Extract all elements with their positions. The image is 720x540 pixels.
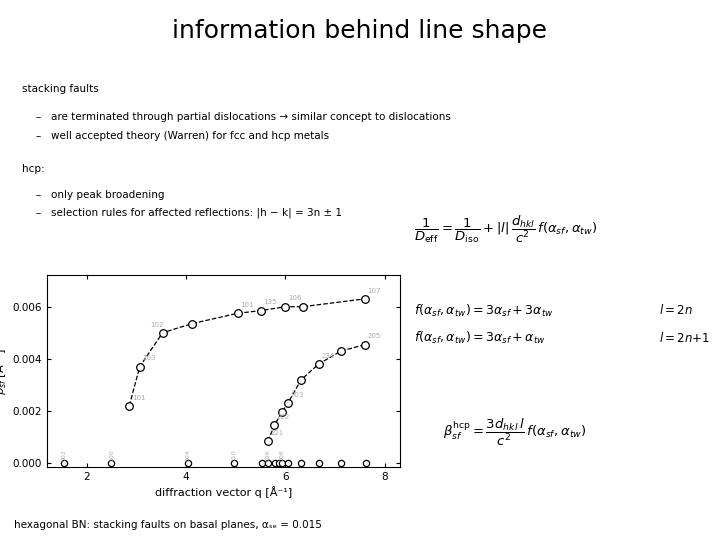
- Text: 107: 107: [367, 288, 381, 294]
- Text: $f(\alpha_{sf},\alpha_{tw}) = 3\alpha_{sf} + 3\alpha_{tw}$: $f(\alpha_{sf},\alpha_{tw}) = 3\alpha_{s…: [414, 302, 554, 319]
- Text: 026: 026: [266, 449, 271, 461]
- Text: 101: 101: [240, 302, 254, 308]
- Text: 101: 101: [132, 395, 145, 401]
- Text: 203: 203: [290, 392, 304, 398]
- Text: hcp:: hcp:: [22, 164, 44, 174]
- Y-axis label: $\rho_{sf}$ [Å$^{-1}$]: $\rho_{sf}$ [Å$^{-1}$]: [0, 348, 9, 395]
- Text: 004: 004: [186, 449, 191, 461]
- X-axis label: diffraction vector q [Å⁻¹]: diffraction vector q [Å⁻¹]: [155, 486, 292, 498]
- Text: –   selection rules for affected reflections: |h − k| = 3n ± 1: – selection rules for affected reflectio…: [36, 208, 342, 218]
- Text: 102: 102: [150, 321, 163, 328]
- Text: –   well accepted theory (Warren) for fcc and hcp metals: – well accepted theory (Warren) for fcc …: [36, 131, 329, 141]
- Text: 202: 202: [277, 414, 290, 420]
- Text: information behind line shape: information behind line shape: [173, 19, 547, 43]
- Text: $\dfrac{1}{D_{\rm eff}} = \dfrac{1}{D_{\rm iso}} + |l|\,\dfrac{d_{hkl}}{c^2}\,f(: $\dfrac{1}{D_{\rm eff}} = \dfrac{1}{D_{\…: [414, 214, 598, 245]
- Text: $\beta_{sf}^{\rm hcp} = \dfrac{3d_{hkl}\,l}{c^2}\,f(\alpha_{sf},\alpha_{tw})$: $\beta_{sf}^{\rm hcp} = \dfrac{3d_{hkl}\…: [443, 416, 587, 448]
- Text: $l = 2n{+}1$: $l = 2n{+}1$: [659, 330, 710, 345]
- Text: $l = 2n$: $l = 2n$: [659, 303, 693, 318]
- Text: 106: 106: [288, 295, 301, 301]
- Text: 135: 135: [264, 299, 276, 306]
- Text: hexagonal BN: stacking faults on basal planes, αₛₑ = 0.015: hexagonal BN: stacking faults on basal p…: [14, 520, 323, 530]
- Text: –   only peak broadening: – only peak broadening: [36, 190, 164, 200]
- Text: 221: 221: [271, 430, 284, 436]
- Text: 110: 110: [231, 449, 236, 461]
- Text: 008: 008: [280, 449, 285, 461]
- Text: 234: 234: [321, 353, 334, 359]
- Text: $f(\alpha_{sf},\alpha_{tw}) = 3\alpha_{sf} + \alpha_{tw}$: $f(\alpha_{sf},\alpha_{tw}) = 3\alpha_{s…: [414, 329, 546, 346]
- Text: 205: 205: [368, 333, 381, 339]
- Text: 002: 002: [62, 449, 67, 461]
- Text: –   are terminated through partial dislocations → similar concept to dislocation: – are terminated through partial disloca…: [36, 112, 451, 122]
- Text: stacking faults: stacking faults: [22, 84, 99, 94]
- Text: 103: 103: [143, 355, 156, 361]
- Text: 100: 100: [109, 449, 114, 461]
